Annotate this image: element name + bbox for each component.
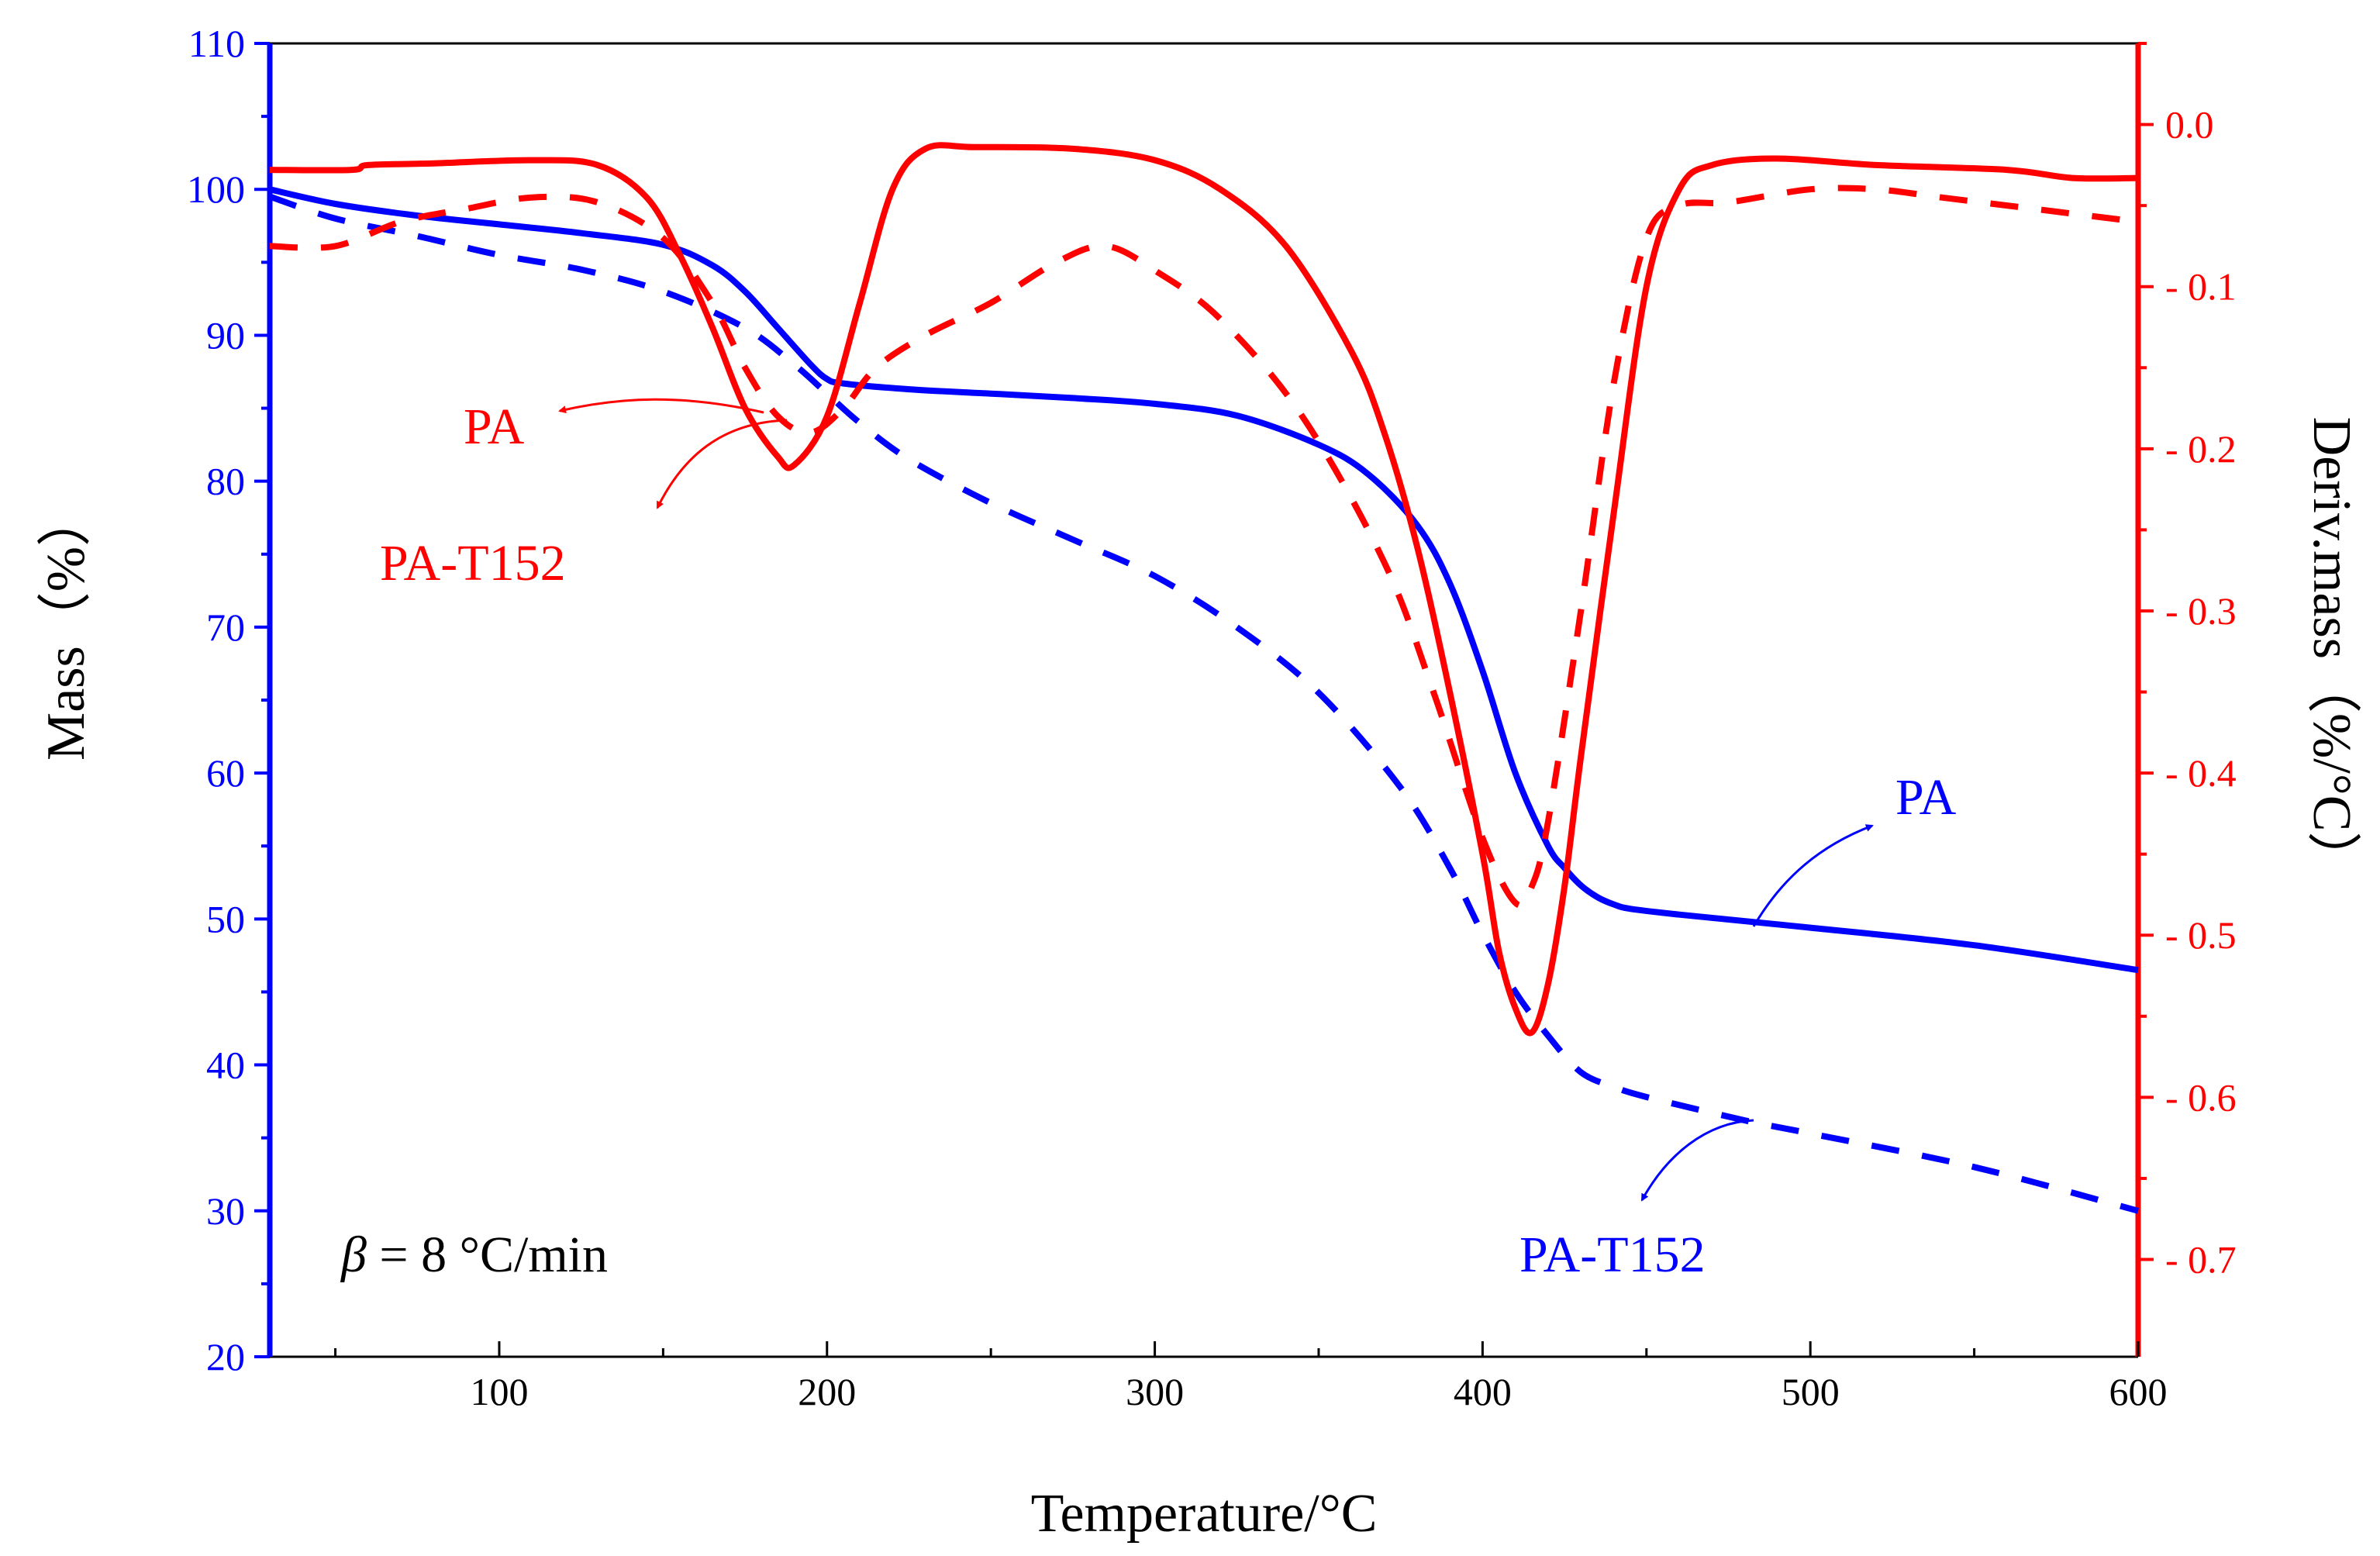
y-left-tick-label: 80 (206, 460, 245, 503)
annotation-pa-deriv-arrow (558, 398, 764, 414)
y-left-tick-label: 70 (206, 605, 245, 649)
annotation-pa-t152-mass: PA-T152 (1519, 1227, 1706, 1283)
y-left-axis-title: Mass（%） (36, 492, 96, 761)
y-left-tick-label: 40 (206, 1044, 245, 1087)
x-axis-ticks: 100 200 300 400 500 600 (334, 1341, 2168, 1413)
y-left-tick-label: 60 (206, 751, 245, 795)
series-line-derivmass-pa (269, 142, 2139, 1037)
series-line-mass-pa-t152 (268, 193, 2140, 1214)
beta-symbol: β (340, 1227, 367, 1283)
x-tick-label: 100 (470, 1370, 528, 1413)
y-right-tick-label: - 0.6 (2165, 1075, 2237, 1119)
annotation-pa-mass: PA (1895, 769, 1957, 826)
y-right-axis-title: Deriv.mass（%/°C） (2302, 417, 2361, 886)
x-axis-title: Temperature/°C (1031, 1484, 1378, 1544)
x-tick-label: 500 (1782, 1370, 1840, 1413)
plot-curves (268, 142, 2140, 1214)
y-right-tick-label: - 0.2 (2165, 427, 2237, 471)
y-right-tick-label: - 0.7 (2165, 1238, 2237, 1282)
y-right-tick-label: - 0.1 (2165, 265, 2237, 309)
y-right-tick-label: - 0.5 (2165, 913, 2237, 957)
y-right-axis-ticks: 0.0 - 0.1 - 0.2 - 0.3 - 0.4 - 0.5 - 0.6 - 0.7 (2138, 42, 2237, 1282)
x-tick-label: 200 (798, 1370, 856, 1413)
annotation-pa-t152-deriv-arrow (656, 419, 788, 509)
y-left-axis-ticks: 20 30 40 50 60 70 80 90 100 110 (187, 22, 270, 1378)
annotation-pa-t152-deriv: PA-T152 (380, 535, 566, 592)
y-left-tick-label: 50 (206, 897, 245, 940)
heating-rate-note: β = 8 °C/min (340, 1227, 608, 1283)
y-left-tick-label: 100 (187, 167, 245, 211)
y-left-tick-label: 110 (188, 22, 245, 65)
series-line-derivmass-pa-t152 (269, 185, 2139, 909)
heating-rate-value: = 8 °C/min (367, 1227, 608, 1283)
y-left-tick-label: 30 (206, 1189, 245, 1233)
y-right-tick-label: 0.0 (2165, 103, 2214, 147)
y-left-tick-label: 20 (206, 1335, 245, 1378)
y-left-tick-label: 90 (206, 313, 245, 357)
series-line-mass-pa (269, 186, 2139, 974)
y-right-tick-label: - 0.3 (2165, 589, 2237, 633)
annotation-pa-t152-mass-arrow (1640, 1119, 1754, 1202)
annotation-pa-mass-arrow (1752, 824, 1874, 927)
x-tick-label: 600 (2109, 1370, 2168, 1413)
y-right-tick-label: - 0.4 (2165, 751, 2237, 795)
x-tick-label: 300 (1126, 1370, 1184, 1413)
x-tick-label: 400 (1454, 1370, 1512, 1413)
annotation-pa-deriv: PA (464, 398, 525, 455)
